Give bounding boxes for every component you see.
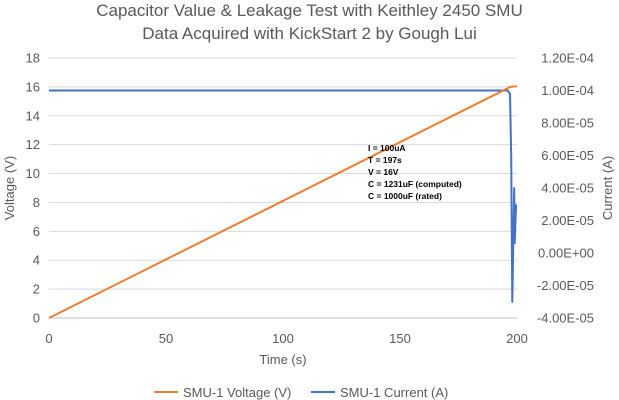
series-layer bbox=[48, 85, 518, 319]
y2-tick-label: -2.00E-05 bbox=[537, 278, 594, 293]
y2-tick-label: 2.00E-05 bbox=[541, 213, 594, 228]
chart-title-line-1: Capacitor Value & Leakage Test with Keit… bbox=[96, 1, 523, 20]
annotation-line: I = 100uA bbox=[368, 143, 406, 153]
y-tick-label: 6 bbox=[33, 224, 40, 239]
y2-tick-label: 6.00E-05 bbox=[541, 148, 594, 163]
y-tick-label: 12 bbox=[26, 137, 40, 152]
y2-tick-label: 1.20E-04 bbox=[541, 51, 594, 66]
y2-tick-label: 0.00E+00 bbox=[538, 246, 594, 261]
x-axis-label: Time (s) bbox=[259, 352, 306, 367]
annotation-line: T = 197s bbox=[368, 155, 402, 165]
chart-title-line-2: Data Acquired with KickStart 2 by Gough … bbox=[142, 24, 477, 43]
x-axis-ticks: 0 50 100 150 200 bbox=[45, 331, 527, 346]
gridlines bbox=[49, 57, 517, 319]
series-line-voltage bbox=[48, 85, 518, 319]
y-tick-label: 18 bbox=[26, 51, 40, 66]
y-tick-label: 4 bbox=[33, 253, 40, 268]
y2-tick-label: 1.00E-04 bbox=[541, 83, 594, 98]
y2-tick-label: 8.00E-05 bbox=[541, 116, 594, 131]
legend-label-current: SMU-1 Current (A) bbox=[340, 385, 448, 400]
legend: SMU-1 Voltage (V) SMU-1 Current (A) bbox=[154, 385, 448, 400]
y2-tick-label: -4.00E-05 bbox=[537, 311, 594, 326]
x-tick-label: 200 bbox=[506, 331, 528, 346]
annotation-box: I = 100uA T = 197s V = 16V C = 1231uF (c… bbox=[368, 143, 462, 201]
y-tick-label: 8 bbox=[33, 195, 40, 210]
y-tick-label: 10 bbox=[26, 166, 40, 181]
series-line-current bbox=[49, 89, 518, 303]
x-tick-label: 0 bbox=[45, 331, 52, 346]
annotation-line: C = 1231uF (computed) bbox=[368, 179, 462, 189]
x-tick-label: 50 bbox=[159, 331, 173, 346]
annotation-line: C = 1000uF (rated) bbox=[368, 191, 442, 201]
legend-label-voltage: SMU-1 Voltage (V) bbox=[183, 385, 291, 400]
chart-title: Capacitor Value & Leakage Test with Keit… bbox=[96, 1, 523, 43]
x-tick-label: 100 bbox=[272, 331, 294, 346]
y-tick-label: 2 bbox=[33, 282, 40, 297]
x-tick-label: 150 bbox=[389, 331, 411, 346]
y2-axis-label: Current (A) bbox=[600, 156, 615, 220]
y-axis-right-ticks: -4.00E-05 -2.00E-05 0.00E+00 2.00E-05 4.00E-… bbox=[537, 51, 594, 326]
y-tick-label: 0 bbox=[33, 311, 40, 326]
y-tick-label: 14 bbox=[26, 108, 40, 123]
annotation-line: V = 16V bbox=[368, 167, 399, 177]
y2-tick-label: 4.00E-05 bbox=[541, 181, 594, 196]
y-tick-label: 16 bbox=[26, 79, 40, 94]
y-axis-left-ticks: 0 2 4 6 8 10 12 14 16 18 bbox=[26, 51, 40, 326]
y-axis-label: Voltage (V) bbox=[2, 156, 17, 220]
